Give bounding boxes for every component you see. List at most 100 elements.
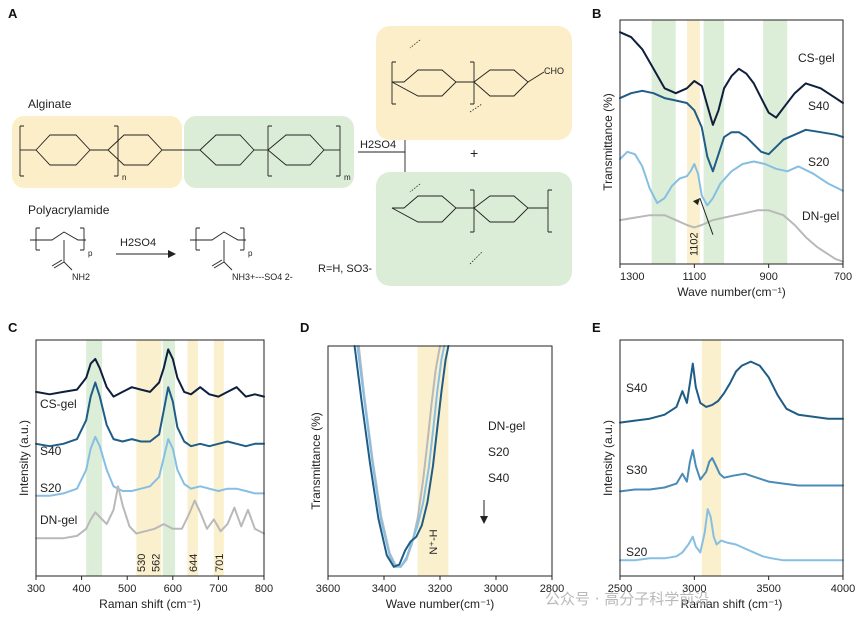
series-label-c-s20: S20 <box>40 481 62 495</box>
x-axis-label-e: Raman shift (cm⁻¹) <box>681 597 783 611</box>
chart-c: CS-gel S40 S20 DN-gel 300 400 500 600 700 800 Rama… <box>17 339 273 611</box>
polyacrylamide-label: Polyacrylamide <box>28 203 110 217</box>
y-axis-label-b: Transmittance (%) <box>601 93 615 191</box>
x-axis-label-d: Wave number(cm⁻¹) <box>386 597 495 611</box>
series-b-cs-gel <box>619 31 844 126</box>
tick-label-b-3: 700 <box>834 271 852 283</box>
band-c-3 <box>187 340 198 576</box>
plot-frame-e <box>619 339 844 577</box>
series-label-b-s20: S20 <box>808 155 830 169</box>
panel-label-e: E <box>592 320 601 335</box>
protonated-polyacrylamide: p NH3+---SO4 2- <box>190 227 293 282</box>
peak-label-1: 562 <box>150 554 162 572</box>
tick-label-c-5: 800 <box>255 583 273 595</box>
series-label-e-s40: S40 <box>626 381 648 395</box>
series-label-c-cs-gel: CS-gel <box>40 397 77 411</box>
tick-label-c-3: 600 <box>164 583 182 595</box>
legend-entry-dn-gel: DN-gel <box>488 419 525 433</box>
series-label-c-s40: S40 <box>40 444 62 458</box>
tick-label-d-2: 3200 <box>428 583 452 595</box>
series-b-s40 <box>619 89 844 173</box>
alginate-label: Alginate <box>28 97 72 111</box>
tick-label-d-4: 2800 <box>540 583 564 595</box>
chart-b: CS-gel S40 S20 DN-gel 1300 1100 900 700 Wave num… <box>601 19 852 299</box>
panel-label-d: D <box>300 320 309 335</box>
plus-sign: + <box>470 145 478 161</box>
tick-label-b-2: 900 <box>759 271 777 283</box>
annotation-1102: 1102 <box>689 232 701 256</box>
tick-label-e-0: 2500 <box>608 583 632 595</box>
y-axis-label-c: Intensity (a.u.) <box>17 420 31 496</box>
annotation-arrow-shaft <box>699 197 714 235</box>
n-subscript: n <box>122 173 126 182</box>
polyacrylamide-structure: p NH2 <box>30 227 93 282</box>
series-b-dn-gel <box>619 209 844 263</box>
tick-label-e-3: 4000 <box>831 583 855 595</box>
tick-label-c-1: 400 <box>72 583 90 595</box>
legend-entry-s40: S40 <box>488 471 510 485</box>
alginate-green-box <box>184 116 354 188</box>
bottom-product-structure <box>391 183 552 265</box>
series-d-s20 <box>356 345 446 568</box>
band-c-1 <box>136 340 162 576</box>
series-label-b-cs-gel: CS-gel <box>798 51 835 65</box>
series-c-s20 <box>35 435 265 497</box>
p-subscript-right: p <box>248 249 253 258</box>
panel-a-scheme: Alginate n m H2SO4 + <box>12 26 572 286</box>
top-product-structure: CHO <box>391 39 564 113</box>
chart-d: 3600 3400 3200 3000 2800 Wave number(cm⁻¹) Tra… <box>309 345 564 611</box>
reagent-label-top: H2SO4 <box>360 139 396 151</box>
series-label-c-dn-gel: DN-gel <box>40 513 77 527</box>
peak-label-0: 530 <box>136 554 148 572</box>
p-subscript-left: p <box>88 249 93 258</box>
cho-label: CHO <box>544 66 564 76</box>
band-label-nh: N⁺-H <box>428 529 440 554</box>
series-e-s20 <box>619 508 844 562</box>
peak-label-2: 644 <box>188 554 200 572</box>
peak-label-3: 701 <box>214 554 226 572</box>
tick-label-b-0: 1300 <box>620 271 644 283</box>
r-definition: R=H, SO3- <box>318 263 372 275</box>
watermark-text: 公众号 · 高分子科学前沿 <box>545 590 709 608</box>
tick-label-c-4: 700 <box>209 583 227 595</box>
y-axis-label-e: Intensity (a.u.) <box>601 420 615 496</box>
tick-label-d-0: 3600 <box>316 583 340 595</box>
x-axis-label-b: Wave number(cm⁻¹) <box>677 285 786 299</box>
nh2-label: NH2 <box>72 272 90 282</box>
tick-label-d-1: 3400 <box>372 583 396 595</box>
tick-label-e-2: 3500 <box>756 583 780 595</box>
alginate-structure: n m <box>19 125 351 182</box>
y-axis-label-d: Transmittance (%) <box>309 412 323 510</box>
legend-entry-s20: S20 <box>488 445 510 459</box>
series-c-cs-gel <box>35 348 265 398</box>
tick-label-b-1: 1100 <box>683 271 707 283</box>
series-label-e-s20: S20 <box>626 545 648 559</box>
series-c-dn-gel <box>35 485 265 540</box>
series-label-b-dn-gel: DN-gel <box>802 209 839 223</box>
panel-label-c: C <box>8 320 18 335</box>
annotation-arrow-head <box>692 198 700 206</box>
alginate-yellow-box <box>12 116 182 188</box>
series-d-s40 <box>353 345 450 568</box>
chart-e: S40 S30 S20 2500 3000 3500 4000 Raman shift (cm… <box>601 339 855 611</box>
tick-label-d-3: 3000 <box>484 583 508 595</box>
legend-arrow-head <box>480 516 488 524</box>
series-c-s40 <box>35 381 265 448</box>
series-b-s20 <box>619 150 844 207</box>
panel-label-b: B <box>592 6 601 21</box>
tick-label-c-2: 500 <box>118 583 136 595</box>
band-b-2 <box>703 20 725 264</box>
band-b-3 <box>763 20 788 264</box>
band-c-4 <box>213 340 224 576</box>
band-b-0 <box>651 20 676 264</box>
tick-label-c-0: 300 <box>27 583 45 595</box>
m-subscript: m <box>344 173 351 182</box>
panel-label-a: A <box>8 6 18 21</box>
series-label-e-s30: S30 <box>626 463 648 477</box>
series-label-b-s40: S40 <box>808 99 830 113</box>
reagent-label-bottom: H2SO4 <box>120 237 156 249</box>
ammonium-sulfate-label: NH3+---SO4 2- <box>232 272 293 282</box>
series-e-s30 <box>619 449 844 493</box>
series-e-s40 <box>619 360 844 424</box>
